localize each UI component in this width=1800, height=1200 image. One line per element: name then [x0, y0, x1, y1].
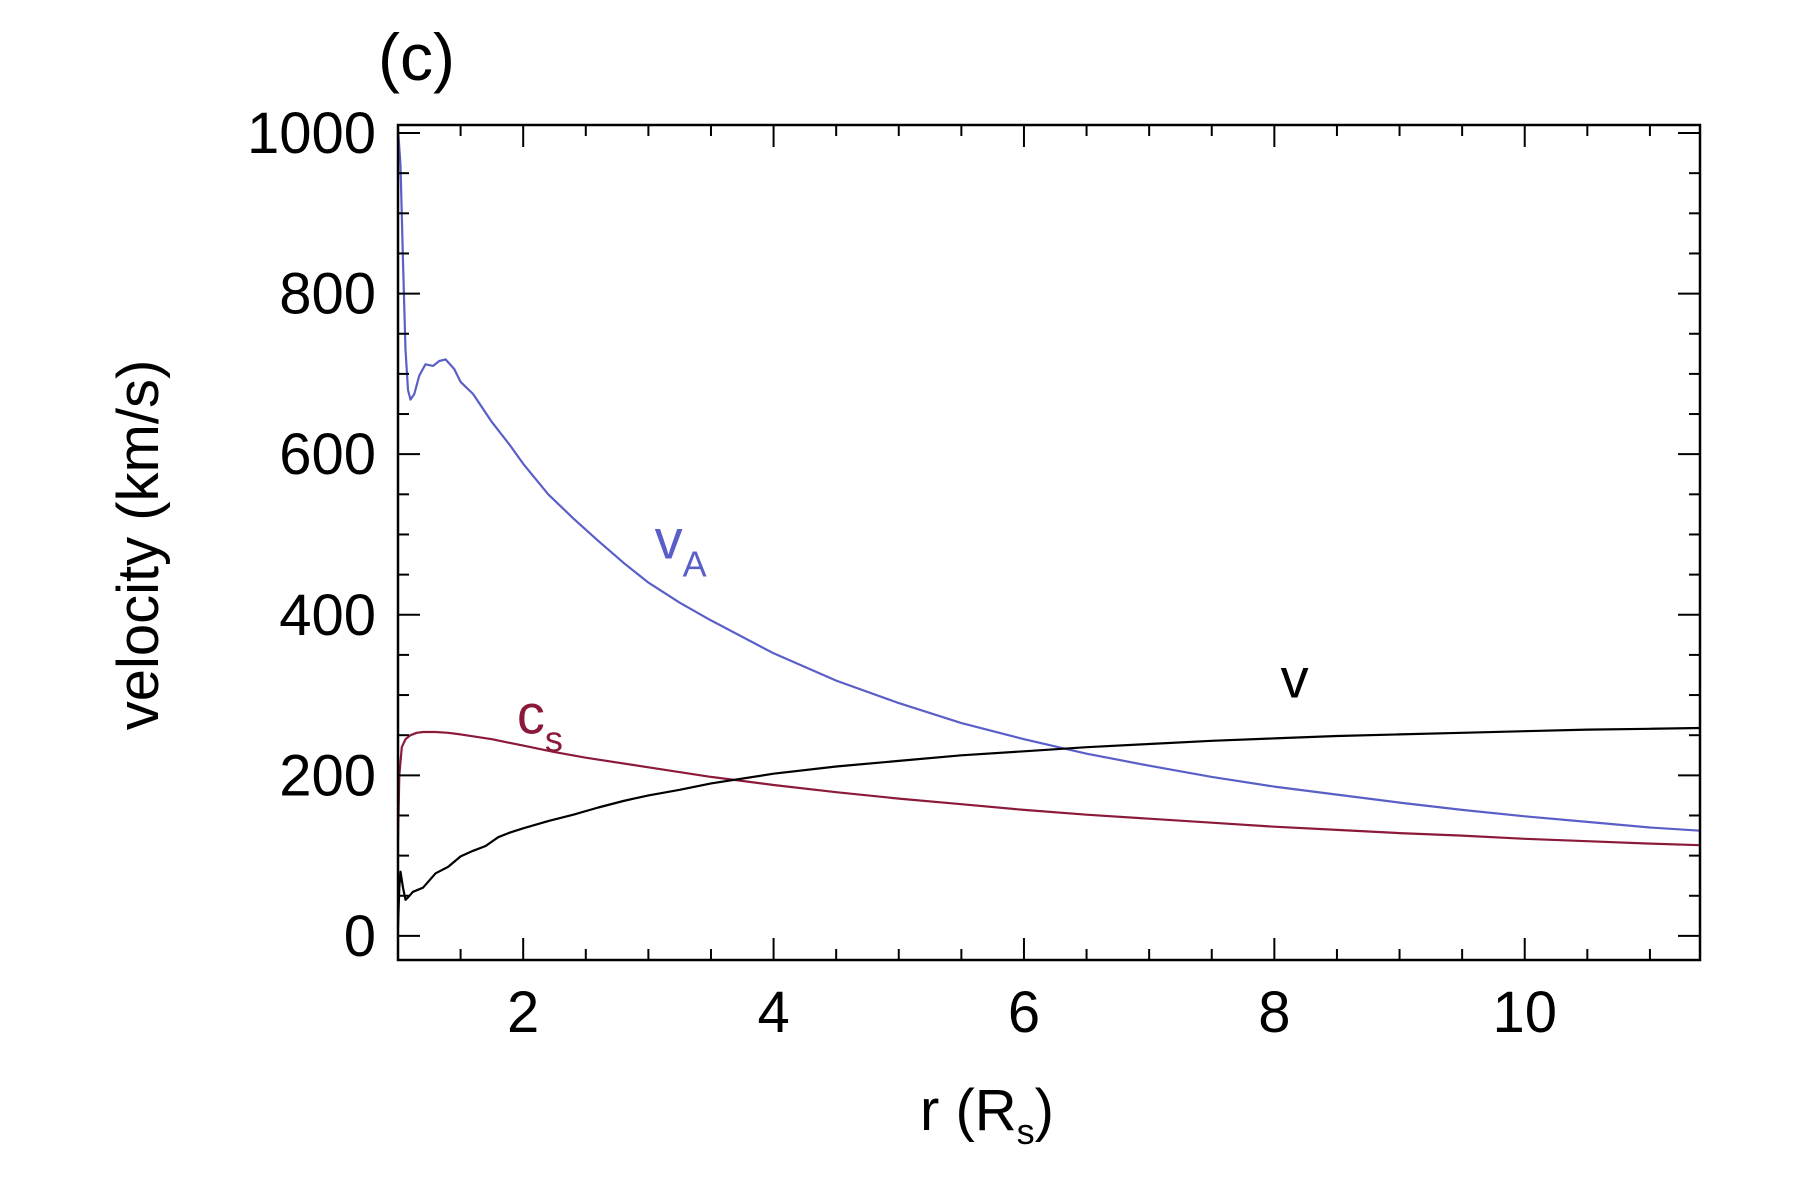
x-tick-labels: 2 4 6 8 10 [507, 980, 1557, 1045]
series-line-v_A [396, 128, 1701, 832]
series-layer [396, 128, 1701, 928]
x-tick-label: 8 [1258, 980, 1290, 1045]
series-line-v [396, 726, 1701, 928]
series-label-c_s: cs [517, 683, 563, 760]
x-axis-label: r (Rs) [920, 1078, 1054, 1152]
minor-ticks [397, 125, 1700, 960]
x-tick-label: 2 [507, 980, 539, 1045]
x-axis-label-main: r (R [920, 1078, 1017, 1143]
y-tick-label: 200 [279, 743, 376, 808]
x-tick-label: 6 [1008, 980, 1040, 1045]
x-axis-label-close: ) [1035, 1078, 1054, 1143]
y-tick-label: 600 [279, 422, 376, 487]
series-label-main: v [1281, 647, 1309, 710]
y-tick-labels: 0 200 400 600 800 1000 [247, 101, 376, 969]
panel-label: (c) [378, 20, 455, 94]
x-tick-label: 10 [1492, 980, 1557, 1045]
x-axis-label-sub: s [1017, 1111, 1035, 1152]
y-axis-label: velocity (km/s) [106, 360, 171, 731]
series-label-sub: A [683, 544, 707, 585]
plot-frame [396, 123, 1702, 962]
y-tick-label: 800 [279, 262, 376, 327]
y-tick-label: 0 [344, 904, 376, 969]
y-tick-label: 1000 [247, 101, 376, 166]
series-line-c_s [396, 730, 1701, 847]
series-label-main: v [655, 508, 683, 571]
series-label-sub: s [545, 719, 563, 760]
series-label-main: c [517, 683, 545, 746]
series-label-v: v [1281, 647, 1309, 710]
y-tick-label: 400 [279, 583, 376, 648]
x-tick-label: 4 [757, 980, 789, 1045]
series-label-v_A: vA [655, 508, 707, 585]
major-ticks [398, 125, 1700, 960]
